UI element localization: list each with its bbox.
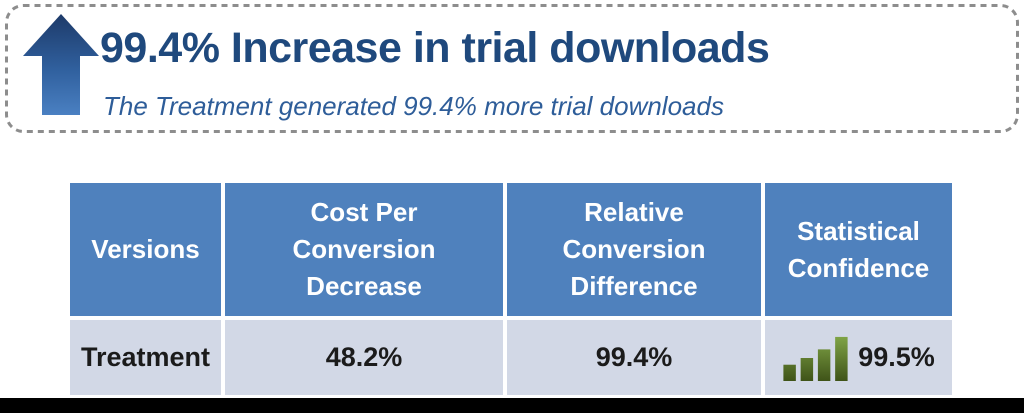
- column-header-relative-conversion-difference: Relative Conversion Difference: [507, 183, 761, 316]
- bottom-band: [0, 398, 1024, 413]
- up-arrow-icon: [23, 14, 99, 115]
- column-header-versions: Versions: [70, 183, 221, 316]
- column-header-cost-per-conversion-decrease: Cost Per Conversion Decrease: [225, 183, 503, 316]
- results-table: Versions Cost Per Conversion Decrease Re…: [67, 180, 955, 398]
- column-header-label: Cost Per Conversion Decrease: [292, 197, 436, 301]
- ascending-bars-icon: [783, 336, 848, 381]
- cell-relative-conversion-difference: 99.4%: [507, 320, 761, 395]
- relative-conversion-difference-value: 99.4%: [595, 342, 673, 372]
- cell-version: Treatment: [70, 320, 221, 395]
- banner-subtitle: The Treatment generated 99.4% more trial…: [103, 91, 724, 121]
- banner-title: 99.4% Increase in trial downloads: [100, 24, 770, 72]
- statistical-confidence-value: 99.5%: [858, 342, 935, 372]
- cell-statistical-confidence: 99.5%: [765, 320, 952, 395]
- column-header-label: Statistical Confidence: [787, 215, 930, 283]
- version-label: Treatment: [80, 342, 211, 372]
- column-header-label: Relative Conversion Difference: [562, 197, 706, 301]
- cell-cost-per-conversion-decrease: 48.2%: [225, 320, 503, 395]
- cost-per-conversion-decrease-value: 48.2%: [325, 342, 403, 372]
- dashed-border: [5, 4, 1019, 133]
- summary-banner: 99.4% Increase in trial downloads The Tr…: [5, 4, 1019, 133]
- column-header-statistical-confidence: Statistical Confidence: [765, 183, 952, 316]
- column-header-label: Versions: [91, 234, 200, 265]
